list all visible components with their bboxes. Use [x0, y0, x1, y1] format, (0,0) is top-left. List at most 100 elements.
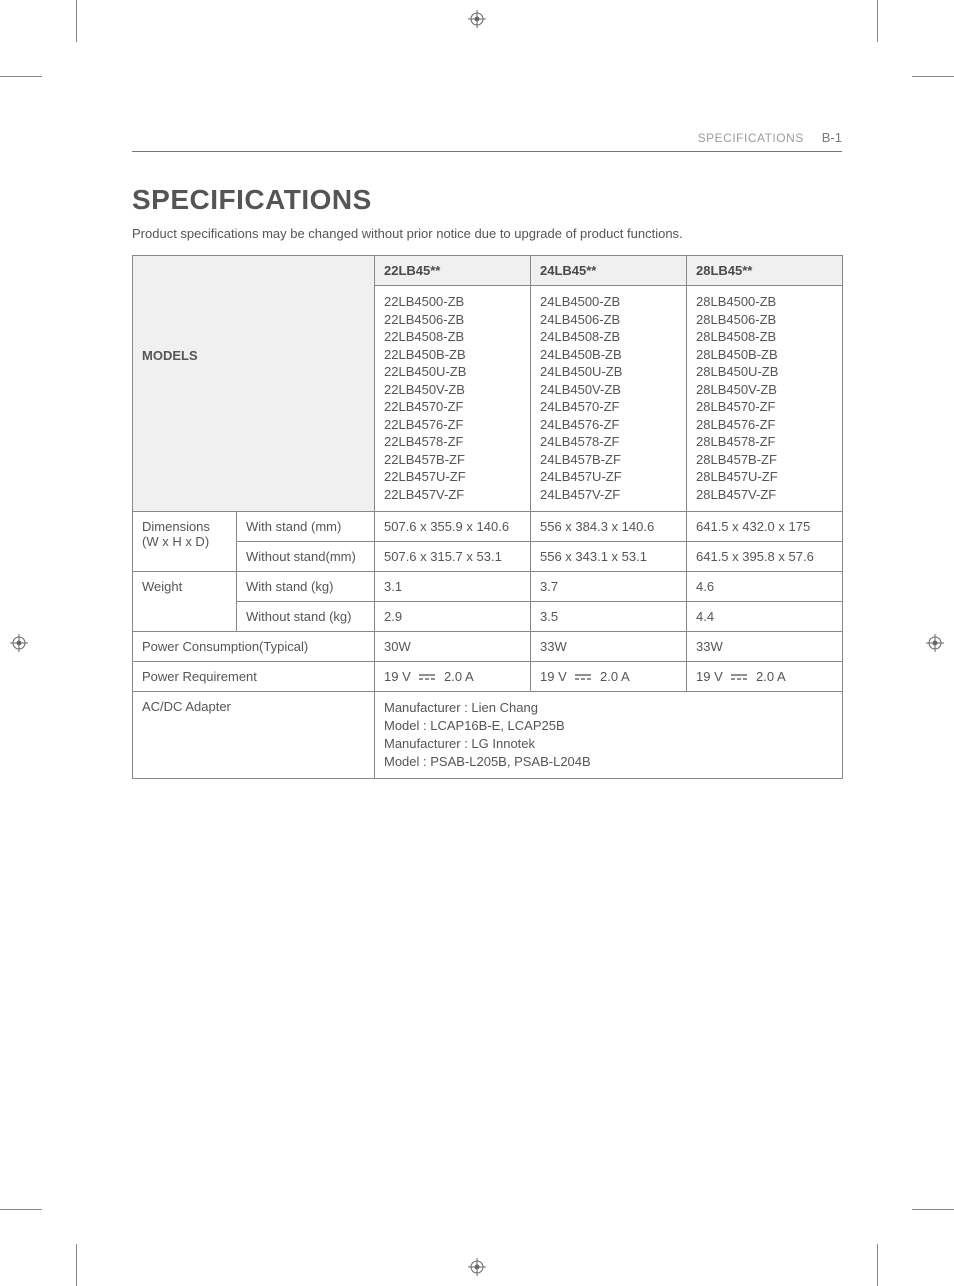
dimensions-sublabel: (W x H x D)	[142, 534, 209, 549]
dim-value: 641.5 x 432.0 x 175	[687, 511, 843, 541]
list-item: 22LB4508-ZB	[384, 328, 521, 346]
list-item: Model : LCAP16B-E, LCAP25B	[384, 717, 833, 735]
power-requirement-value: 19 V 2.0 A	[375, 661, 531, 691]
dim-value: 507.6 x 315.7 x 53.1	[375, 541, 531, 571]
pr-voltage: 19 V	[696, 669, 723, 684]
list-item: Model : PSAB-L205B, PSAB-L204B	[384, 753, 833, 771]
weight-value: 3.1	[375, 571, 531, 601]
list-item: 24LB457U-ZF	[540, 468, 677, 486]
weight-row-without: Without stand (kg) 2.9 3.5 4.4	[133, 601, 843, 631]
crop-mark	[912, 1209, 954, 1210]
list-item: 24LB457B-ZF	[540, 451, 677, 469]
list-item: 28LB4506-ZB	[696, 311, 833, 329]
crop-mark	[912, 76, 954, 77]
power-requirement-row: Power Requirement 19 V 2.0 A 19 V 2.0 A …	[133, 661, 843, 691]
list-item: 24LB4508-ZB	[540, 328, 677, 346]
list-item: 22LB4578-ZF	[384, 433, 521, 451]
dim-value: 556 x 384.3 x 140.6	[531, 511, 687, 541]
list-item: 24LB4500-ZB	[540, 293, 677, 311]
list-item: 24LB4578-ZF	[540, 433, 677, 451]
power-consumption-label: Power Consumption(Typical)	[133, 631, 375, 661]
weight-value: 4.6	[687, 571, 843, 601]
list-item: 28LB457V-ZF	[696, 486, 833, 504]
weight-without-label: Without stand (kg)	[237, 601, 375, 631]
registration-mark-top	[468, 10, 486, 28]
model-list: 28LB4500-ZB28LB4506-ZB28LB4508-ZB28LB450…	[696, 293, 833, 504]
list-item: 24LB4576-ZF	[540, 416, 677, 434]
list-item: 22LB4570-ZF	[384, 398, 521, 416]
dim-value: 556 x 343.1 x 53.1	[531, 541, 687, 571]
model-list-cell: 24LB4500-ZB24LB4506-ZB24LB4508-ZB24LB450…	[531, 286, 687, 512]
crop-mark	[0, 1209, 42, 1210]
list-item: 22LB4506-ZB	[384, 311, 521, 329]
power-consumption-value: 33W	[687, 631, 843, 661]
list-item: 28LB450V-ZB	[696, 381, 833, 399]
dim-value: 641.5 x 395.8 x 57.6	[687, 541, 843, 571]
dimensions-label-cell: Dimensions (W x H x D)	[133, 511, 237, 571]
list-item: 28LB450B-ZB	[696, 346, 833, 364]
power-requirement-value: 19 V 2.0 A	[531, 661, 687, 691]
list-item: 22LB450V-ZB	[384, 381, 521, 399]
list-item: 24LB450V-ZB	[540, 381, 677, 399]
dc-symbol-icon	[417, 672, 437, 682]
registration-mark-right	[926, 634, 944, 652]
model-list-cell: 28LB4500-ZB28LB4506-ZB28LB4508-ZB28LB450…	[687, 286, 843, 512]
header-section-label: SPECIFICATIONS	[698, 131, 804, 145]
page-title: SPECIFICATIONS	[132, 184, 842, 216]
registration-mark-bottom	[468, 1258, 486, 1276]
spec-table: MODELS 22LB45** 24LB45** 28LB45** 22LB45…	[132, 255, 843, 779]
list-item: 24LB4570-ZF	[540, 398, 677, 416]
pr-current: 2.0 A	[444, 669, 474, 684]
col-header: 28LB45**	[687, 256, 843, 286]
dc-symbol-icon	[573, 672, 593, 682]
dim-with-stand-label: With stand (mm)	[237, 511, 375, 541]
weight-label: Weight	[133, 571, 237, 631]
list-item: 22LB457U-ZF	[384, 468, 521, 486]
dim-without-stand-label: Without stand(mm)	[237, 541, 375, 571]
pr-voltage: 19 V	[540, 669, 567, 684]
models-label: MODELS	[142, 263, 365, 363]
list-item: 28LB457U-ZF	[696, 468, 833, 486]
list-item: 28LB4508-ZB	[696, 328, 833, 346]
list-item: 22LB4576-ZF	[384, 416, 521, 434]
list-item: Manufacturer : LG Innotek	[384, 735, 833, 753]
list-item: 28LB4570-ZF	[696, 398, 833, 416]
list-item: 28LB4500-ZB	[696, 293, 833, 311]
list-item: 28LB4576-ZF	[696, 416, 833, 434]
list-item: Manufacturer : Lien Chang	[384, 699, 833, 717]
list-item: 22LB457V-ZF	[384, 486, 521, 504]
list-item: 28LB457B-ZF	[696, 451, 833, 469]
list-item: 24LB450U-ZB	[540, 363, 677, 381]
page-header: SPECIFICATIONS B-1	[132, 130, 842, 152]
weight-value: 2.9	[375, 601, 531, 631]
table-header-row: MODELS 22LB45** 24LB45** 28LB45**	[133, 256, 843, 286]
adapter-label: AC/DC Adapter	[133, 691, 375, 779]
model-list: 24LB4500-ZB24LB4506-ZB24LB4508-ZB24LB450…	[540, 293, 677, 504]
dimensions-row-with: Dimensions (W x H x D) With stand (mm) 5…	[133, 511, 843, 541]
weight-value: 4.4	[687, 601, 843, 631]
crop-mark	[76, 1244, 77, 1286]
power-consumption-value: 30W	[375, 631, 531, 661]
list-item: 28LB4578-ZF	[696, 433, 833, 451]
list-item: 24LB457V-ZF	[540, 486, 677, 504]
adapter-lines: Manufacturer : Lien ChangModel : LCAP16B…	[384, 699, 833, 772]
weight-with-label: With stand (kg)	[237, 571, 375, 601]
crop-mark	[0, 76, 42, 77]
pr-voltage: 19 V	[384, 669, 411, 684]
weight-row-with: Weight With stand (kg) 3.1 3.7 4.6	[133, 571, 843, 601]
pr-current: 2.0 A	[600, 669, 630, 684]
dimensions-label: Dimensions	[142, 519, 210, 534]
list-item: 24LB450B-ZB	[540, 346, 677, 364]
model-list-cell: 22LB4500-ZB22LB4506-ZB22LB4508-ZB22LB450…	[375, 286, 531, 512]
power-consumption-row: Power Consumption(Typical) 30W 33W 33W	[133, 631, 843, 661]
list-item: 28LB450U-ZB	[696, 363, 833, 381]
list-item: 22LB457B-ZF	[384, 451, 521, 469]
weight-value: 3.7	[531, 571, 687, 601]
header-page-number: B-1	[822, 130, 842, 145]
adapter-details-cell: Manufacturer : Lien ChangModel : LCAP16B…	[375, 691, 843, 779]
adapter-row: AC/DC Adapter Manufacturer : Lien ChangM…	[133, 691, 843, 779]
col-header: 24LB45**	[531, 256, 687, 286]
power-requirement-value: 19 V 2.0 A	[687, 661, 843, 691]
power-consumption-value: 33W	[531, 631, 687, 661]
list-item: 22LB450B-ZB	[384, 346, 521, 364]
